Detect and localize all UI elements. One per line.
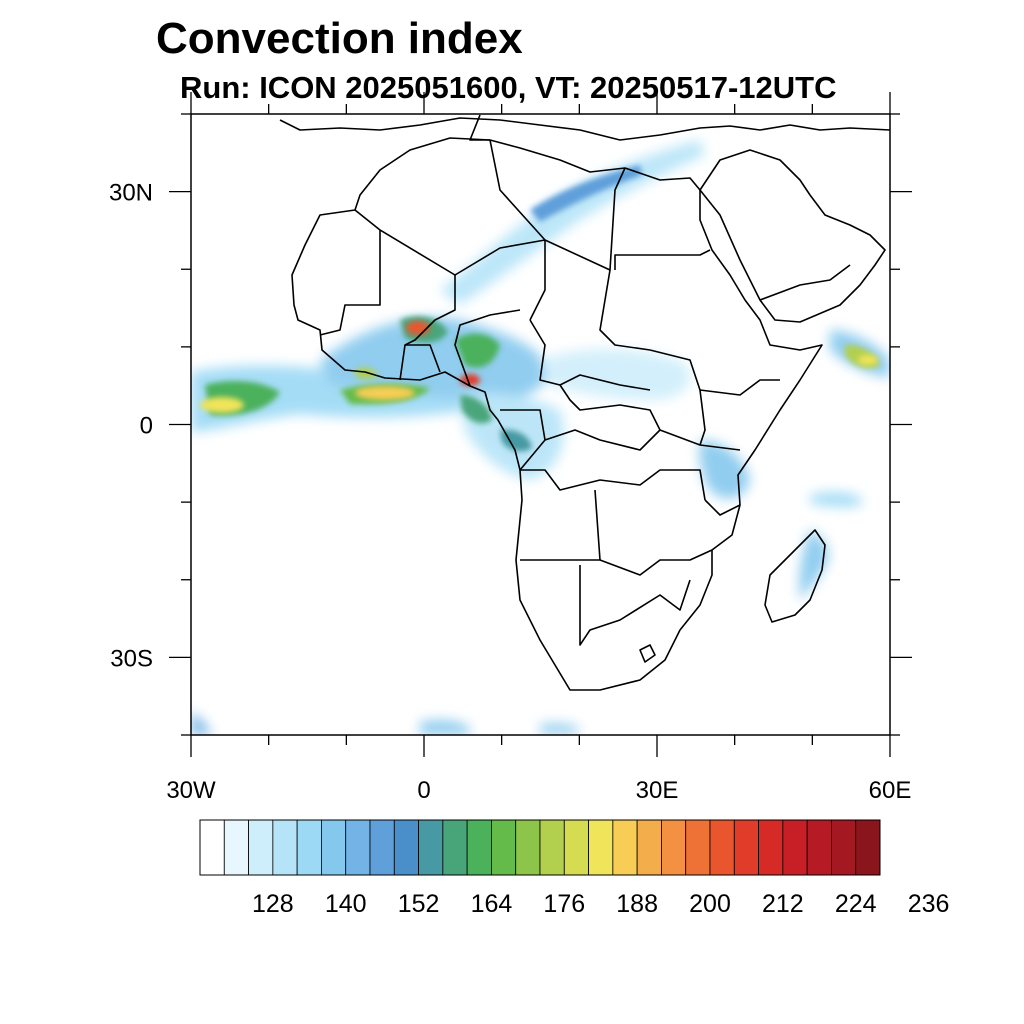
colorbar-swatch: [515, 819, 541, 876]
lon-tick-label: 60E: [869, 777, 912, 804]
colorbar-swatch: [369, 819, 395, 876]
colorbar-swatch: [345, 819, 371, 876]
colorbar-swatch: [758, 819, 784, 876]
colorbar-tick-label: 164: [471, 890, 513, 918]
lon-tick-label: 0: [417, 777, 430, 804]
colorbar-swatch: [539, 819, 565, 876]
colorbar-swatch: [782, 819, 808, 876]
colorbar-tick-label: 176: [543, 890, 585, 918]
colorbar-swatch: [491, 819, 517, 876]
colorbar-swatch: [661, 819, 687, 876]
colorbar-tick-label: 140: [325, 890, 367, 918]
colorbar-swatch: [223, 819, 249, 876]
colorbar-swatch: [272, 819, 298, 876]
colorbar-swatch: [709, 819, 735, 876]
colorbar-swatch: [806, 819, 832, 876]
lon-tick-label: 30W: [166, 777, 216, 804]
lon-tick-label: 30E: [636, 777, 679, 804]
colorbar-tick-label: 236: [908, 890, 950, 918]
lat-tick-label: 30N: [109, 180, 153, 207]
colorbar-swatch: [466, 819, 492, 876]
colorbar-tick-label: 212: [762, 890, 804, 918]
colorbar-swatch: [296, 819, 322, 876]
colorbar-swatch: [733, 819, 759, 876]
chart-title: Convection index: [156, 14, 523, 63]
colorbar-frame: [199, 819, 881, 876]
colorbar-tick-label: 152: [398, 890, 440, 918]
chart-subtitle: Run: ICON 2025051600, VT: 20250517-12UTC: [180, 70, 837, 105]
colorbar-swatch: [831, 819, 857, 876]
colorbar-swatch: [563, 819, 589, 876]
colorbar-swatch: [199, 819, 225, 876]
colorbar-tick-label: 224: [835, 890, 877, 918]
colorbar-swatch: [612, 819, 638, 876]
colorbar-swatch: [636, 819, 662, 876]
colorbar-swatch: [248, 819, 274, 876]
colorbar-swatch: [442, 819, 468, 876]
convection-field: [191, 140, 890, 735]
colorbar: 128 140 152 164 176 188 200 212 224 236: [199, 819, 950, 918]
colorbar-swatch: [393, 819, 419, 876]
colorbar-tick-label: 188: [616, 890, 658, 918]
axis-ticks: [169, 92, 912, 757]
colorbar-tick-label: 128: [252, 890, 294, 918]
axis-tick-labels: 30W 0 30E 60E 30N 0 30S: [109, 180, 911, 804]
colorbar-tick-label: 200: [689, 890, 731, 918]
colorbar-swatch: [685, 819, 711, 876]
lat-tick-label: 0: [140, 413, 153, 440]
coastlines-and-borders: [279, 114, 890, 691]
lat-tick-label: 30S: [110, 645, 153, 672]
colorbar-swatch: [588, 819, 614, 876]
colorbar-swatch: [855, 819, 881, 876]
colorbar-swatch: [321, 819, 347, 876]
colorbar-swatch: [418, 819, 444, 876]
